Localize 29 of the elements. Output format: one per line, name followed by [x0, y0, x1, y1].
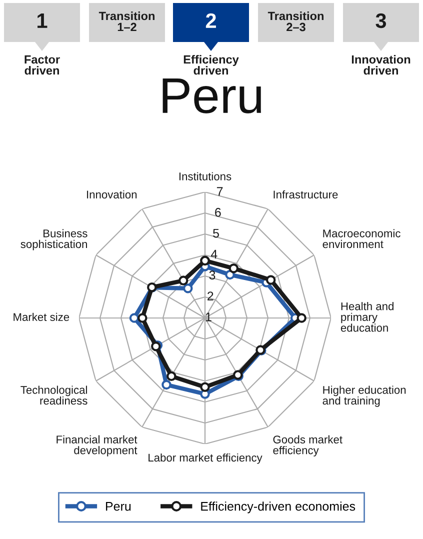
text: Transition 1–2 [98, 11, 154, 32]
spoke-label: Health and primary education [340, 302, 394, 332]
spoke-label: Macroeconomic environment [322, 229, 400, 248]
spoke-label: Market size [14, 312, 70, 321]
y-tick-label: 5 [213, 228, 219, 238]
y-tick-label: 2 [208, 292, 214, 300]
text: Innovation driven [352, 54, 410, 75]
y-tick-label: 3 [209, 270, 216, 280]
text: Factor driven [24, 55, 60, 75]
legend-label: Peru [106, 502, 131, 511]
spoke-label: Financial market development [56, 435, 138, 456]
spoke-label: Innovation [87, 190, 137, 198]
y-tick-label: 7 [216, 187, 223, 196]
text: 1 [38, 14, 48, 28]
spoke-label: Goods market efficiency [273, 435, 342, 456]
y-tick-label: 6 [215, 208, 221, 217]
chart-title: Peru [162, 78, 261, 114]
y-tick-label: 4 [210, 250, 218, 258]
spoke-label: Labor market efficiency [148, 453, 262, 464]
spoke-label: Infrastructure [274, 190, 338, 198]
legend-label: Efficiency-driven economies [201, 502, 356, 514]
spoke-label: Higher education and training [322, 386, 406, 407]
text: Efficiency driven [184, 54, 239, 75]
spoke-label: Business sophistication [20, 229, 88, 250]
text: 3 [376, 13, 386, 28]
spoke-label: Institutions [179, 172, 232, 180]
y-tick-label: 1 [206, 312, 212, 322]
text: Transition 2–3 [268, 11, 324, 32]
spoke-label: Technological readiness [20, 386, 88, 405]
